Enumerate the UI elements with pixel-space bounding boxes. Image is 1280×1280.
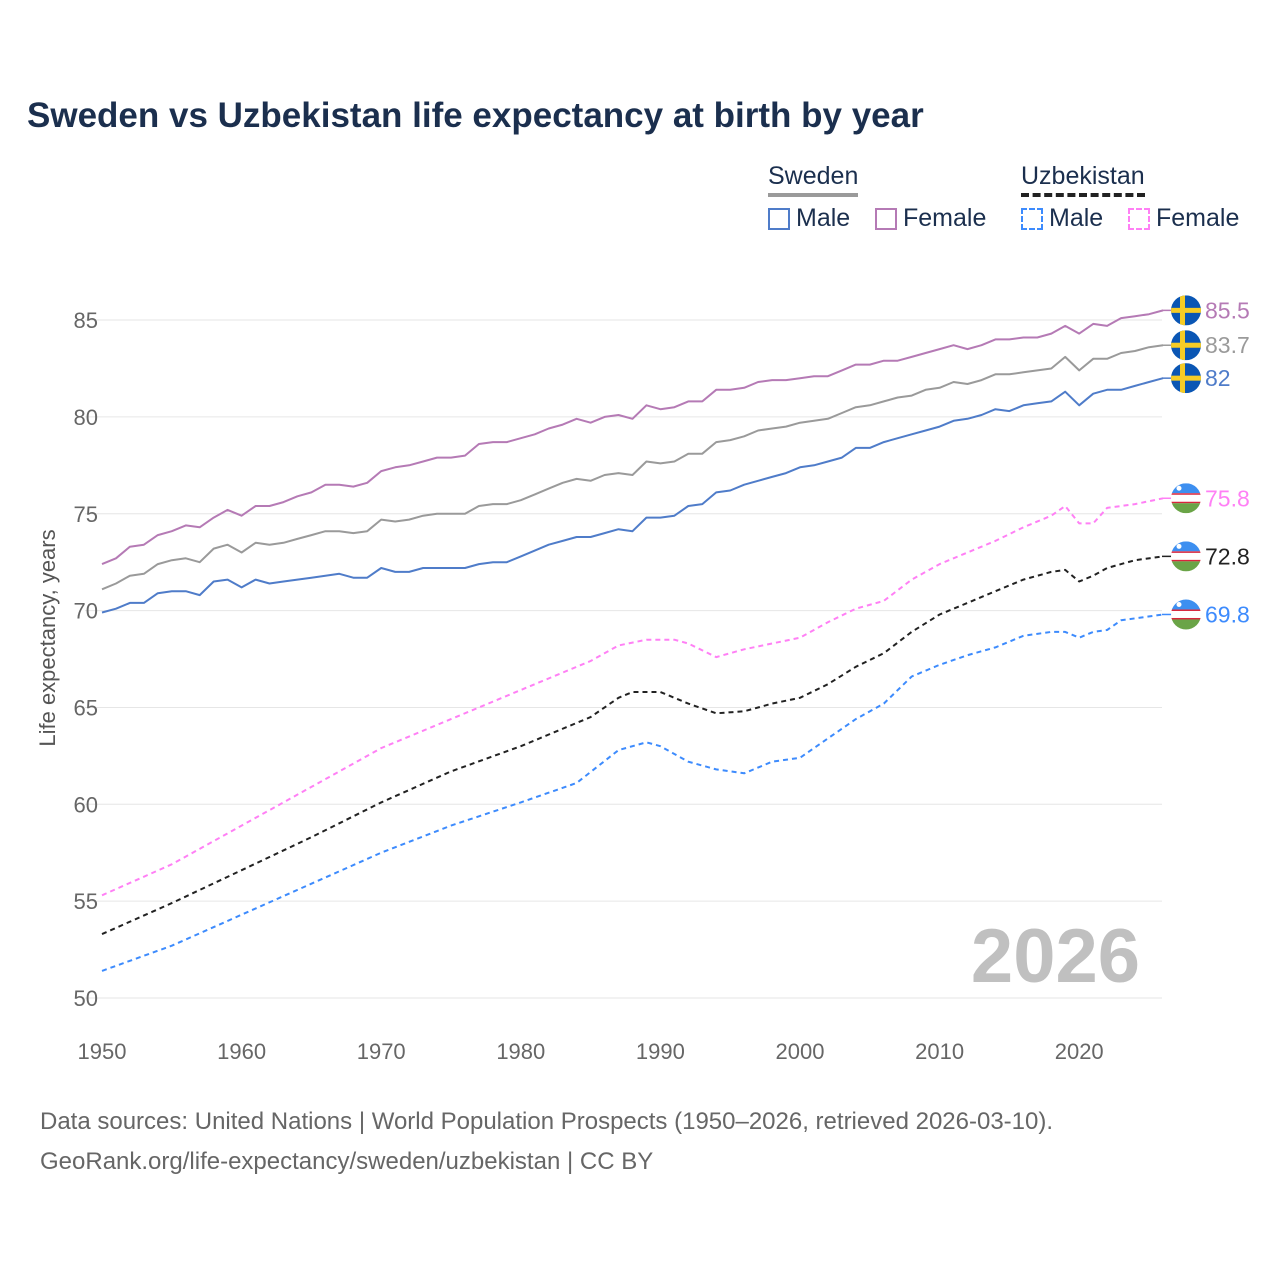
legend-item-uzbekistan-female[interactable]: Female [1128, 204, 1239, 233]
x-tick-label: 1970 [357, 1039, 406, 1064]
flag-cross-h [1171, 375, 1201, 381]
series-line-uzbekistan-male [101, 613, 1164, 972]
flag-body [1171, 295, 1201, 326]
legend-swatch [768, 207, 790, 230]
flag-stripe-green [1171, 619, 1201, 630]
flag-fimbriation [1171, 559, 1201, 562]
sweden-flag-icon [1171, 330, 1201, 361]
source-line-1: Data sources: United Nations | World Pop… [40, 1108, 1054, 1135]
legend-label: Female [903, 204, 987, 232]
series-line-sweden-female [101, 309, 1164, 566]
flag-fimbriation [1171, 617, 1201, 620]
x-tick-label: 1990 [636, 1039, 685, 1064]
flag-stripe-blue [1171, 541, 1201, 552]
series-line-sweden-total [101, 344, 1164, 591]
flag-cross-v [1180, 363, 1185, 394]
end-value-label: 83.7 [1205, 332, 1250, 358]
flag-stripe-white [1171, 493, 1201, 504]
chart-title: Sweden vs Uzbekistan life expectancy at … [27, 96, 924, 135]
legend-group-sweden: Sweden [768, 162, 859, 197]
sweden-flag-icon [1171, 295, 1201, 326]
sweden-flag-icon [1171, 363, 1201, 394]
flag-fimbriation [1171, 493, 1201, 495]
flag-fimbriation [1171, 551, 1201, 553]
x-tick-label: 1980 [496, 1039, 545, 1064]
flag-cross-v [1180, 295, 1185, 326]
y-tick-label: 60 [74, 792, 98, 817]
x-tick-label: 1960 [217, 1039, 266, 1064]
uzbekistan-flag-icon [1171, 541, 1201, 572]
flag-body [1171, 330, 1201, 361]
legend-swatch [1128, 207, 1150, 230]
end-value-label: 72.8 [1205, 543, 1250, 569]
flag-fimbriation [1171, 501, 1201, 504]
uzbekistan-flag-icon [1171, 483, 1201, 514]
y-tick-label: 70 [74, 599, 98, 624]
x-tick-label: 2000 [776, 1039, 825, 1064]
y-tick-label: 65 [74, 695, 98, 720]
flag-body [1171, 541, 1201, 572]
flag-stripe-blue [1171, 483, 1201, 494]
source-line-2[interactable]: GeoRank.org/life-expectancy/sweden/uzbek… [40, 1148, 654, 1175]
flag-cross-h [1171, 307, 1201, 313]
flag-cross-v [1180, 330, 1185, 361]
end-value-label: 85.5 [1205, 297, 1250, 323]
flag-body [1171, 599, 1201, 630]
y-tick-label: 55 [74, 889, 98, 914]
uzbekistan-flag-icon [1171, 599, 1201, 630]
end-value-label: 82 [1205, 365, 1231, 391]
flag-stripe-blue [1171, 599, 1201, 610]
series-line-sweden-male [101, 377, 1164, 614]
legend-group-uzbekistan: Uzbekistan [1021, 162, 1145, 197]
y-tick-label: 75 [74, 502, 98, 527]
legend-label: Male [1049, 204, 1104, 232]
x-tick-label: 2010 [915, 1039, 964, 1064]
series-line-uzbekistan-total [101, 555, 1164, 936]
end-value-label: 75.8 [1205, 485, 1250, 511]
year-watermark: 2026 [971, 914, 1140, 999]
x-tick-label: 2020 [1055, 1039, 1104, 1064]
flag-stripe-green [1171, 561, 1201, 572]
x-tick-label: 1950 [78, 1039, 127, 1064]
legend-swatch [875, 207, 897, 230]
legend-item-sweden-female[interactable]: Female [875, 204, 986, 233]
flag-crescent [1176, 543, 1182, 549]
flag-stripe-white [1171, 551, 1201, 562]
legend-label: Female [1156, 204, 1240, 232]
flag-crescent [1176, 601, 1182, 607]
legend-label: Male [796, 204, 851, 232]
y-tick-label: 85 [74, 308, 98, 333]
legend-item-uzbekistan-male[interactable]: Male [1021, 204, 1103, 233]
legend-item-sweden-male[interactable]: Male [768, 204, 850, 233]
flag-fimbriation [1171, 609, 1201, 611]
flag-stripe-green [1171, 503, 1201, 514]
flag-body [1171, 363, 1201, 394]
end-value-label: 69.8 [1205, 601, 1250, 627]
series-line-uzbekistan-female [101, 497, 1164, 897]
flag-body [1171, 483, 1201, 514]
flag-stripe-white [1171, 609, 1201, 620]
legend-swatch [1021, 207, 1043, 230]
flag-crescent [1176, 485, 1182, 491]
y-tick-label: 50 [74, 986, 98, 1011]
y-tick-label: 80 [74, 405, 98, 430]
flag-cross-h [1171, 342, 1201, 348]
